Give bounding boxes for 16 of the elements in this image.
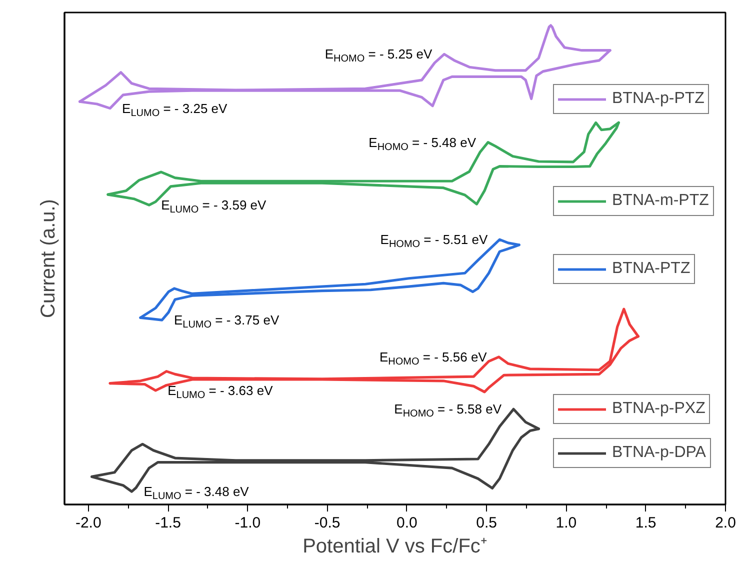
legend-label: BTNA-p-PXZ (612, 400, 706, 418)
x-tick-label: -0.5 (314, 514, 340, 532)
x-tick-label: -2.0 (75, 514, 102, 532)
x-tick-label: 1.0 (556, 514, 577, 532)
x-tick-label: -1.0 (234, 514, 261, 532)
x-tick-label: 2.0 (715, 514, 736, 532)
x-tick-label: 0.5 (476, 514, 498, 532)
x-axis-title: Potential V vs Fc/Fc⁺ (302, 536, 488, 558)
y-axis-title: Current (a.u.) (38, 199, 60, 318)
x-tick-label: 1.5 (635, 514, 656, 532)
legend-label: BTNA-p-DPA (612, 444, 706, 462)
legend-label: BTNA-PTZ (612, 260, 690, 278)
x-tick-label: 0.0 (396, 514, 418, 532)
x-tick-label: -1.5 (155, 514, 181, 532)
legend-label: BTNA-p-PTZ (612, 90, 704, 108)
legend-label: BTNA-m-PTZ (612, 192, 709, 210)
